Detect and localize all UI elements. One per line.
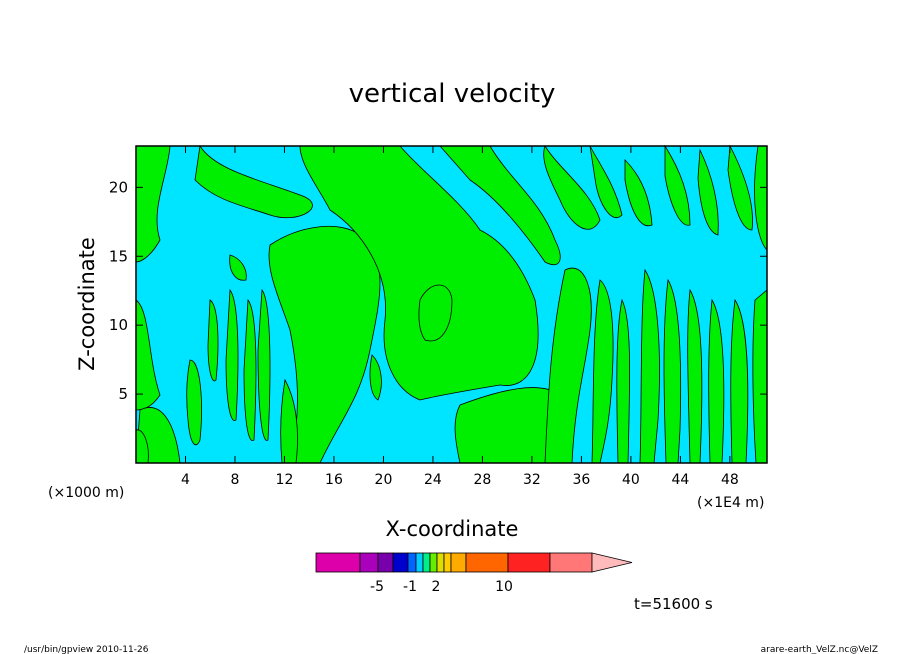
colorbar-label: -5: [370, 579, 384, 595]
colorbar-label: 10: [495, 579, 513, 595]
x-tick-label: 44: [671, 472, 689, 488]
positive-region: [591, 279, 614, 464]
colorbar-labels: -5 -1 2 10: [370, 579, 513, 595]
positive-regions: [135, 144, 768, 464]
colorbar-label: 2: [432, 579, 441, 595]
y-axis-label: Z-coordinate: [75, 237, 99, 371]
positive-region: [664, 144, 691, 226]
chart-title: vertical velocity: [349, 79, 556, 109]
positive-region: [257, 288, 271, 441]
positive-region: [194, 144, 313, 219]
x-tick-label: 4: [181, 472, 190, 488]
positive-region: [697, 148, 719, 236]
y-tick-label: 15: [109, 247, 128, 265]
positive-region: [369, 354, 382, 401]
x-tick-label: 48: [721, 472, 739, 488]
positive-region: [544, 267, 592, 464]
y-tick-label: 20: [109, 178, 128, 196]
footer-left: /usr/bin/gpview 2010-11-26: [24, 645, 149, 654]
positive-region: [243, 298, 257, 442]
x-unit-left: (×1000 m): [48, 485, 124, 501]
positive-region: [186, 359, 202, 446]
colorbar-segment: [465, 552, 509, 573]
plot-frame: [135, 145, 768, 464]
y-tick-label: 5: [118, 385, 128, 403]
colorbar-segment: [315, 552, 361, 573]
positive-region: [418, 284, 453, 342]
colorbar-segment: [450, 552, 467, 573]
x-tick-label: 8: [231, 472, 240, 488]
positive-region: [439, 145, 561, 266]
x-tick-label: 12: [276, 472, 294, 488]
positive-region: [727, 144, 753, 231]
x-tick-label: 16: [325, 472, 343, 488]
x-axis-label: X-coordinate: [386, 517, 519, 541]
positive-region: [207, 299, 219, 382]
x-axis: 4 8 12 16 20 24 28 32 36 40 44 48: [181, 146, 739, 488]
positive-region: [624, 159, 653, 227]
colorbar-segment: [443, 552, 452, 573]
colorbar-segment: [507, 552, 551, 573]
y-tick-label: 10: [109, 316, 128, 334]
positive-region: [229, 254, 247, 281]
colorbar-segment: [359, 552, 379, 573]
positive-region: [135, 145, 171, 263]
footer-right: arare-earth_VelZ.nc@VelZ: [761, 645, 878, 654]
colorbar-segment: [392, 552, 409, 573]
colorbar-segment: [377, 552, 394, 573]
x-tick-label: 32: [523, 472, 541, 488]
positive-region: [589, 145, 623, 218]
y-axis: 5 10 15 20: [109, 178, 767, 403]
positive-region: [543, 145, 601, 230]
colorbar-segment: [549, 552, 593, 573]
positive-region: [299, 145, 539, 401]
colorbar-segment: [436, 552, 445, 573]
colorbar-arrow: [591, 552, 633, 573]
time-label: t=51600 s: [634, 595, 713, 613]
colorbar-segment: [429, 552, 438, 573]
colorbar-segment: [422, 552, 431, 573]
positive-region: [616, 298, 631, 464]
x-tick-label: 20: [375, 472, 393, 488]
colorbar-label: -1: [403, 579, 417, 595]
colorbar-segment: [415, 552, 424, 573]
x-unit-right: (×1E4 m): [697, 495, 764, 511]
colorbar-segment: [407, 552, 417, 573]
positive-region: [752, 289, 768, 464]
x-tick-label: 36: [572, 472, 590, 488]
colorbar: [315, 552, 633, 573]
x-tick-label: 24: [424, 472, 442, 488]
x-tick-label: 28: [474, 472, 492, 488]
x-tick-label: 40: [622, 472, 640, 488]
positive-region: [225, 288, 239, 421]
